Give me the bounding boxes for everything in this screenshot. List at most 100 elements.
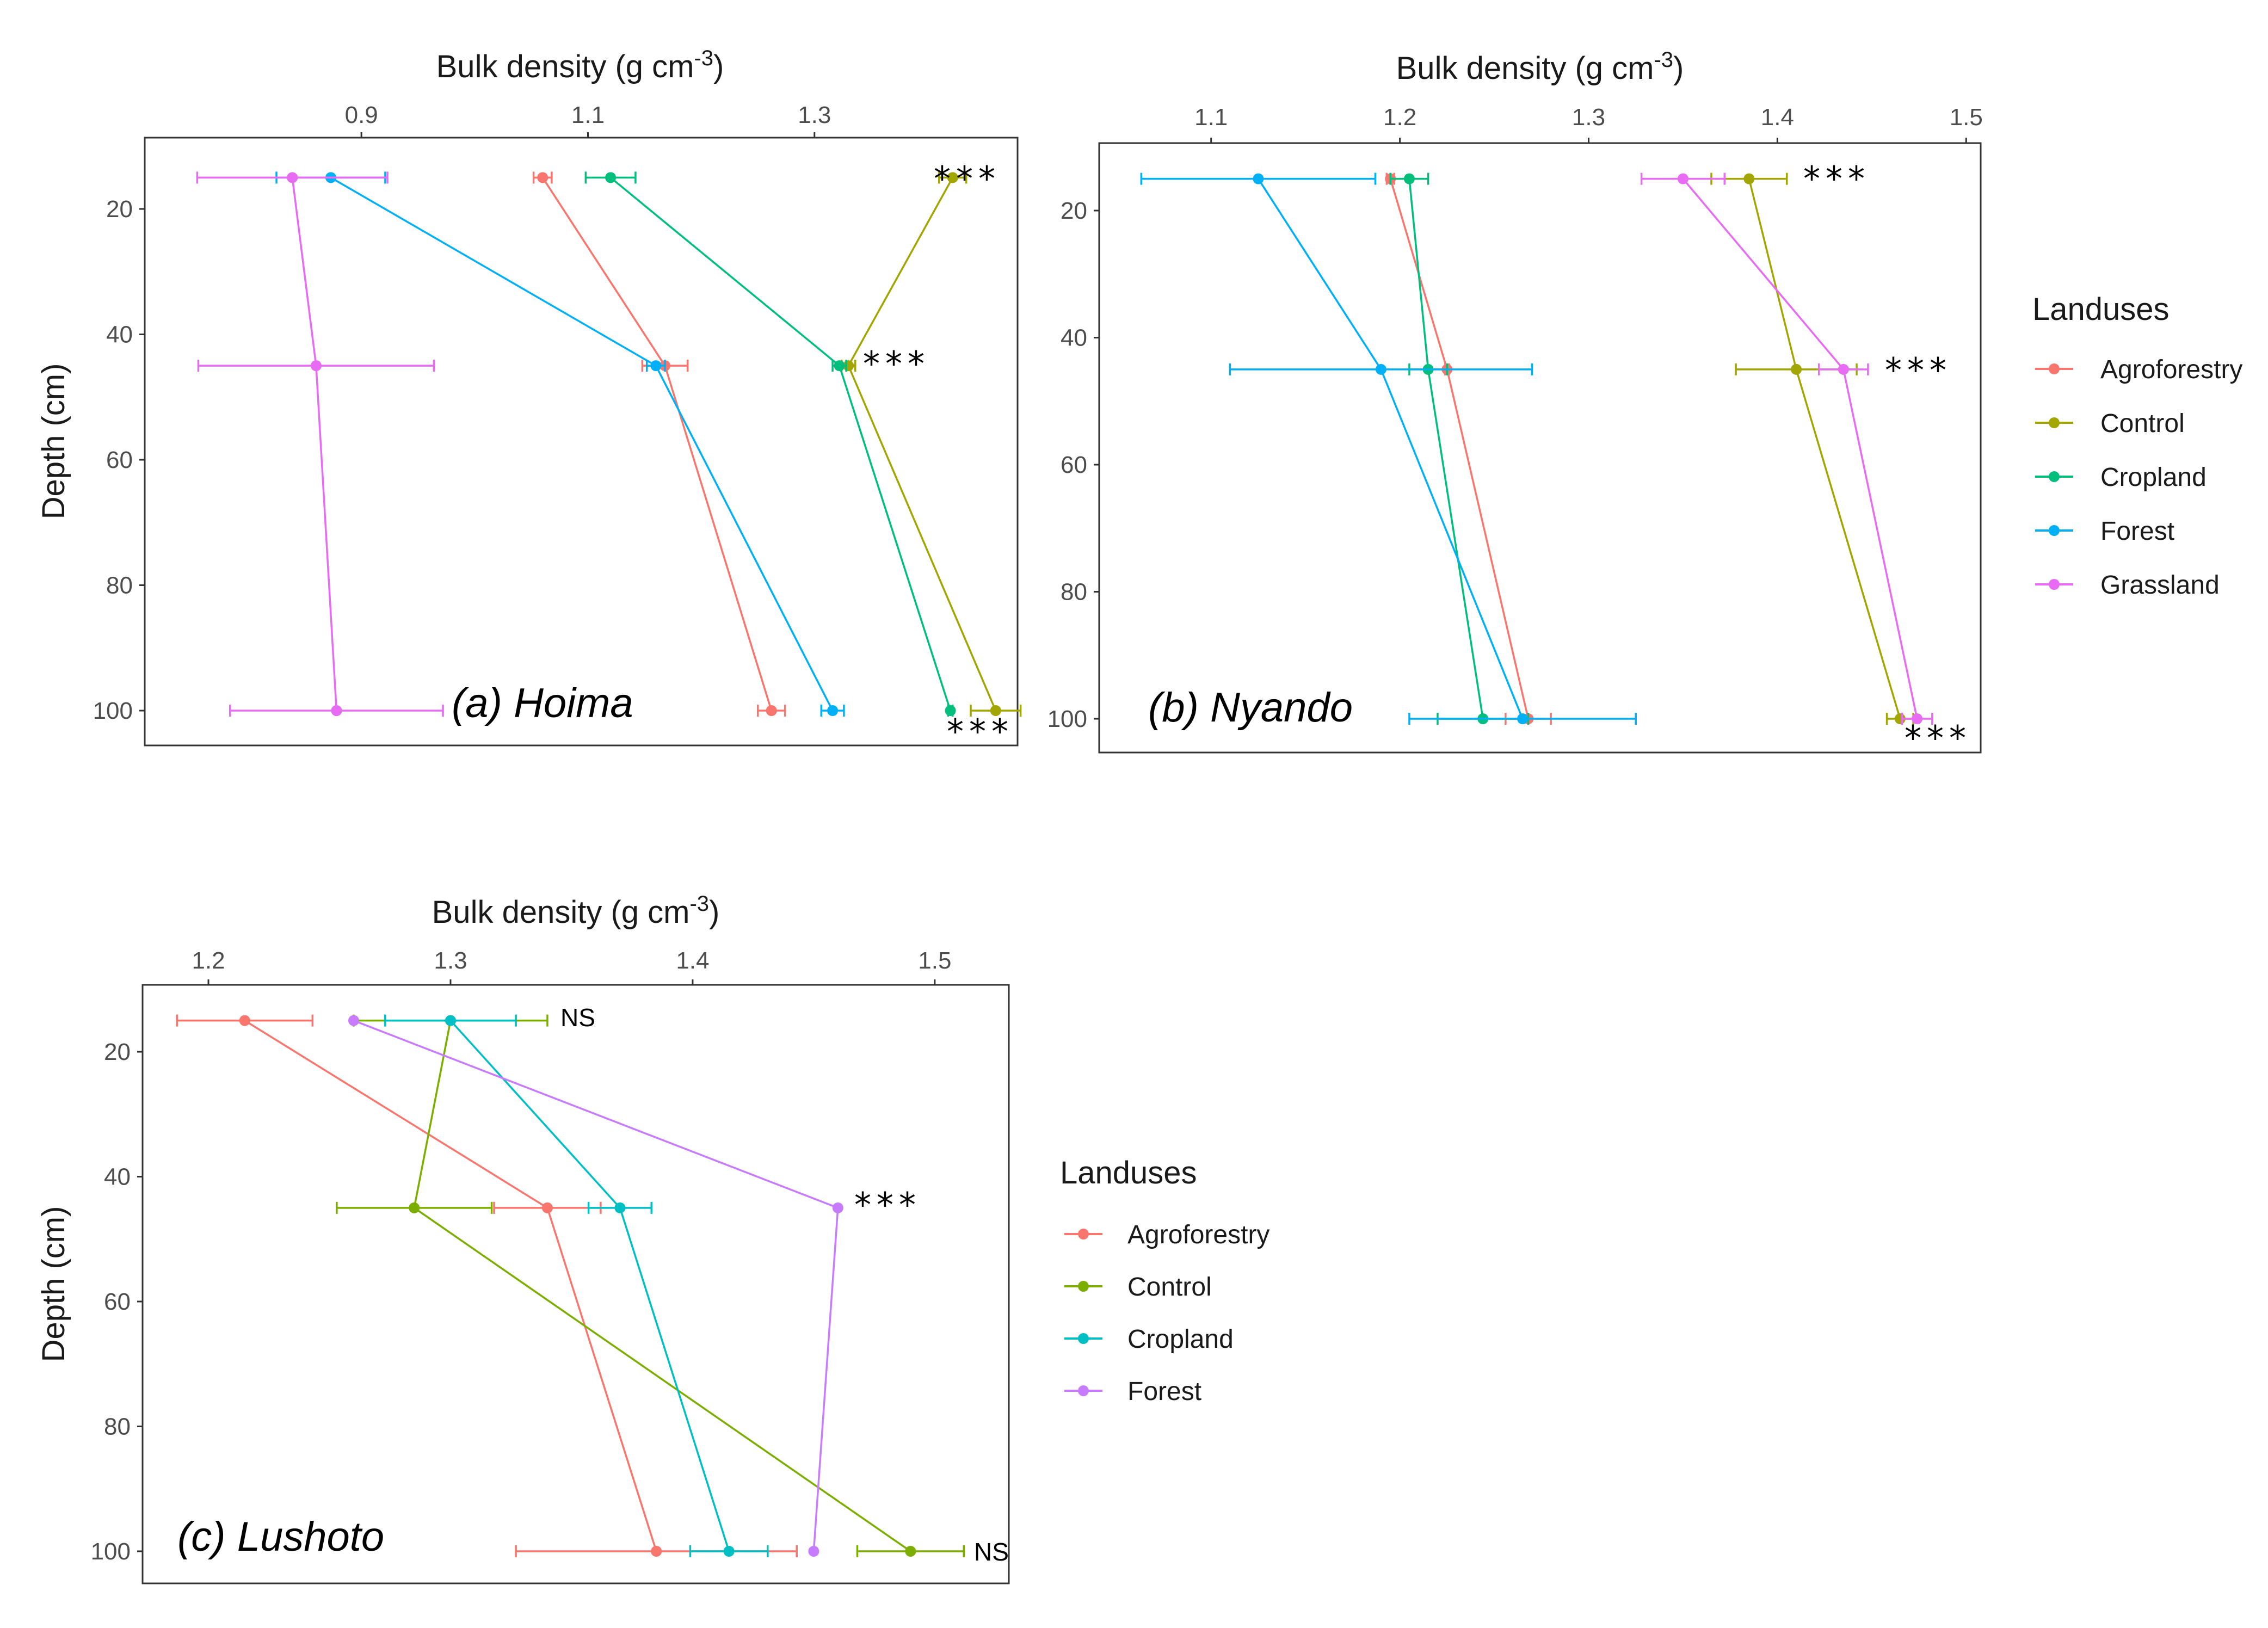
data-point-agroforestry xyxy=(766,705,777,716)
series-line-agroforestry xyxy=(541,177,773,711)
data-point-grassland xyxy=(1912,713,1923,724)
y-tick-label: 60 xyxy=(104,1288,131,1315)
y-tick-label: 20 xyxy=(1061,198,1087,224)
data-point-grassland xyxy=(1677,173,1688,184)
data-point-cropland xyxy=(1403,173,1415,184)
legend-label-cropland: Cropland xyxy=(1127,1325,1234,1354)
data-point-control xyxy=(905,1546,916,1557)
series-line-forest xyxy=(1257,178,1524,719)
data-point-control xyxy=(990,705,1001,716)
significance-label: *** xyxy=(1905,718,1971,758)
x-tick-label: 1.5 xyxy=(1950,104,1983,131)
panel-lushoto: Bulk density (g cm-3) Depth (cm) (c) Lus… xyxy=(36,892,1010,1584)
legend-point-agroforestry xyxy=(2049,363,2060,374)
x-tick-label: 1.2 xyxy=(1383,104,1416,131)
data-point-agroforestry xyxy=(537,172,548,183)
x-axis-title: Bulk density (g cm-3) xyxy=(432,892,720,930)
data-point-grassland xyxy=(310,360,322,372)
significance-label: NS xyxy=(560,1003,595,1032)
x-tick-label: 1.5 xyxy=(918,947,951,974)
series-line-control xyxy=(1748,178,1901,719)
series-line-grassland xyxy=(291,177,338,711)
data-point-forest xyxy=(650,360,662,372)
data-point-grassland xyxy=(287,172,298,183)
legend-top: Landuses Agroforestry Control Cropland Fore… xyxy=(2032,292,2242,600)
y-axis-title: Depth (cm) xyxy=(36,1206,71,1362)
legend-point-agroforestry xyxy=(1078,1229,1089,1240)
y-tick-label: 20 xyxy=(106,196,133,223)
x-tick-label: 1.1 xyxy=(1194,104,1228,131)
x-tick-label: 1.3 xyxy=(434,947,467,974)
plot-frame xyxy=(1098,142,1982,754)
legend-point-forest xyxy=(1078,1385,1089,1396)
data-point-forest xyxy=(827,705,839,716)
x-axis-title: Bulk density (g cm-3) xyxy=(1396,48,1684,86)
panel-title: (c) Lushoto xyxy=(177,1514,384,1560)
panel-nyando: Bulk density (g cm-3) (b) Nyando 1.1 1.2 1… xyxy=(1047,48,1983,758)
legend-point-cropland xyxy=(1078,1333,1089,1344)
y-tick-label: 60 xyxy=(1061,452,1087,478)
significance-label: *** xyxy=(1885,350,1952,390)
plot-frame xyxy=(141,984,1010,1584)
legend-label-grassland: Grassland xyxy=(2100,571,2220,600)
data-point-agroforestry xyxy=(651,1546,662,1557)
data-point-cropland xyxy=(605,172,617,183)
legend-label-control: Control xyxy=(1127,1273,1212,1302)
x-tick-label: 1.4 xyxy=(1761,104,1794,131)
significance-label: *** xyxy=(863,344,930,384)
series-line-agroforestry xyxy=(1389,178,1530,719)
data-point-cropland xyxy=(945,705,956,716)
significance-label: *** xyxy=(854,1185,921,1225)
data-point-agroforestry xyxy=(541,1202,553,1213)
data-point-forest xyxy=(1253,173,1264,184)
data-marks: 1.1 1.2 1.3 1.4 1.5 20 40 60 80 100 *** *** *** xyxy=(1047,104,1983,758)
legend-label-agroforestry: Agroforestry xyxy=(1127,1220,1269,1249)
x-tick-label: 1.3 xyxy=(1572,104,1605,131)
data-point-control xyxy=(1743,173,1755,184)
legend-label-control: Control xyxy=(2100,409,2185,438)
legend-point-control xyxy=(2049,417,2060,428)
significance-label: *** xyxy=(934,159,1001,199)
y-tick-label: 60 xyxy=(106,447,133,473)
x-tick-label: 1.2 xyxy=(192,947,225,974)
x-tick-label: 0.9 xyxy=(345,102,378,128)
legend-label-forest: Forest xyxy=(2100,517,2174,546)
y-tick-label: 80 xyxy=(1061,579,1087,606)
x-axis-title: Bulk density (g cm-3) xyxy=(436,46,724,84)
data-point-forest xyxy=(348,1015,359,1026)
legend-point-forest xyxy=(2049,525,2060,536)
series-line-cropland xyxy=(610,177,952,711)
x-tick-label: 1.4 xyxy=(676,947,709,974)
y-tick-label: 100 xyxy=(93,698,133,724)
significance-label: *** xyxy=(947,712,1014,751)
data-point-cropland xyxy=(723,1546,735,1557)
legend-point-grassland xyxy=(2049,579,2060,590)
plot-frame xyxy=(144,137,1019,747)
series-line-grassland xyxy=(1682,178,1918,719)
data-point-grassland xyxy=(331,705,342,716)
series-line-cropland xyxy=(1408,178,1484,719)
data-point-cropland xyxy=(614,1202,626,1213)
legend-label-agroforestry: Agroforestry xyxy=(2100,355,2242,384)
y-axis-title: Depth (cm) xyxy=(36,363,71,520)
legend-point-control xyxy=(1078,1281,1089,1292)
data-point-agroforestry xyxy=(239,1015,250,1026)
data-point-forest xyxy=(1517,713,1529,724)
data-point-control xyxy=(1791,363,1802,375)
data-point-grassland xyxy=(1838,363,1849,375)
legend-title: Landuses xyxy=(1060,1155,1197,1191)
legend-title: Landuses xyxy=(2032,292,2170,327)
data-point-forest xyxy=(832,1202,843,1213)
data-marks: 0.9 1.1 1.3 20 40 60 80 100 *** *** *** xyxy=(93,102,1022,751)
legend-point-cropland xyxy=(2049,471,2060,482)
y-tick-label: 100 xyxy=(1047,706,1087,732)
data-point-control xyxy=(409,1202,420,1213)
series-line-forest xyxy=(353,1019,839,1552)
panel-hoima: Bulk density (g cm-3) Depth (cm) (a) Hoi… xyxy=(36,46,1022,751)
series-line-cropland xyxy=(449,1020,730,1552)
y-tick-label: 80 xyxy=(106,572,133,599)
legend-items: Agroforestry Control Cropland Forest Grassla… xyxy=(2035,355,2242,600)
data-point-forest xyxy=(808,1546,819,1557)
data-point-control xyxy=(947,172,958,183)
series-line-control xyxy=(847,177,997,711)
